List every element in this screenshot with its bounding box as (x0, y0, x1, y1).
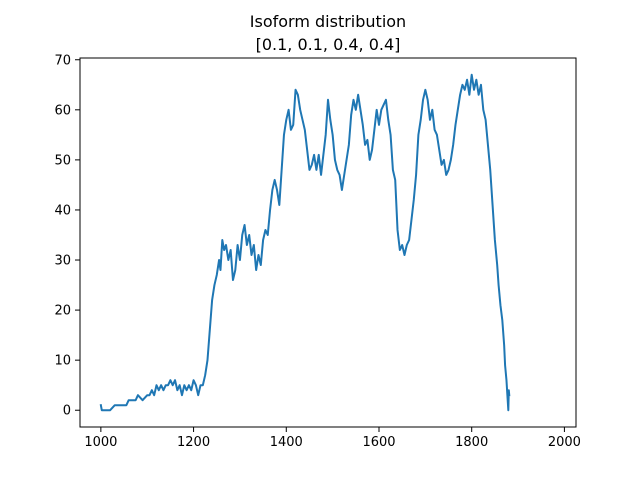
x-tick-label: 1400 (270, 435, 303, 450)
x-tick-label: 1200 (177, 435, 210, 450)
y-tick-label: 10 (54, 354, 71, 369)
x-tick-label: 1800 (455, 435, 488, 450)
plot-frame (79, 57, 577, 428)
y-tick-label: 40 (54, 203, 71, 218)
y-axis: 0 10 20 30 40 50 60 70 (54, 53, 80, 419)
x-tick-label: 2000 (548, 435, 581, 450)
y-tick-label: 60 (54, 103, 71, 118)
chart-title: Isoform distribution (250, 12, 406, 31)
chart-subtitle: [0.1, 0.1, 0.4, 0.4] (256, 35, 401, 54)
x-tick-label: 1000 (84, 435, 117, 450)
x-axis: 1000 1200 1400 1600 1800 2000 (84, 427, 581, 450)
y-tick-label: 50 (54, 153, 71, 168)
x-tick-label: 1600 (362, 435, 395, 450)
y-tick-label: 0 (63, 404, 71, 419)
y-tick-label: 30 (54, 254, 71, 269)
y-tick-label: 70 (54, 53, 71, 68)
series-line-distribution (99, 73, 511, 412)
y-tick-label: 20 (54, 304, 71, 319)
series-layer (99, 73, 511, 412)
